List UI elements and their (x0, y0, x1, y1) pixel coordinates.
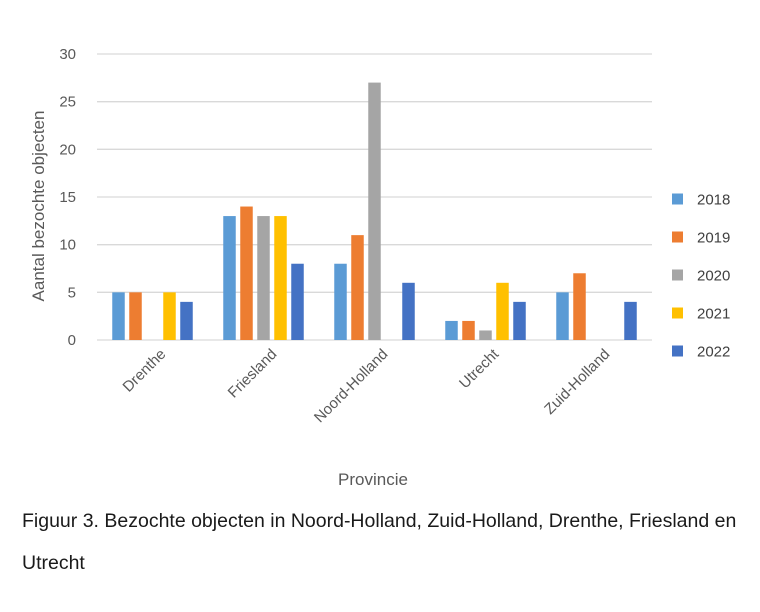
x-tick-label: Zuid-Holland (541, 346, 613, 418)
legend-label-2021: 2021 (697, 306, 730, 323)
bar-friesland-2021 (274, 216, 287, 340)
figure-caption: Figuur 3. Bezochte objecten in Noord-Hol… (22, 510, 737, 574)
x-tick-label: Friesland (225, 346, 281, 402)
bar-drenthe-2022 (180, 301, 193, 340)
y-tick-label: 10 (59, 237, 76, 254)
legend-label-2020: 2020 (697, 268, 730, 285)
bar-zuid-holland-2019 (573, 273, 586, 340)
y-tick-label: 15 (59, 189, 76, 206)
legend-swatch-2022 (672, 345, 683, 357)
bar-zuid-holland-2022 (624, 301, 637, 340)
bar-utrecht-2021 (496, 282, 509, 340)
x-tick-labels: Drenthe Friesland Noord-Holland Utrecht Zuid… (120, 345, 614, 426)
bars (112, 82, 637, 340)
legend-swatch-2018 (672, 193, 683, 205)
x-tick-label: Utrecht (456, 345, 503, 392)
x-tick-label: Drenthe (120, 346, 170, 396)
bar-utrecht-2018 (445, 320, 458, 340)
legend: 2018 2019 2020 2021 2022 (672, 192, 730, 361)
bar-drenthe-2019 (129, 292, 142, 340)
bar-zuid-holland-2018 (556, 292, 569, 340)
y-tick-label: 5 (68, 284, 76, 301)
x-axis-title: Provincie (338, 470, 408, 489)
legend-swatch-2021 (672, 307, 683, 319)
bar-utrecht-2022 (513, 301, 526, 340)
bar-drenthe-2018 (112, 292, 125, 340)
bar-noord-holland-2020 (368, 82, 381, 340)
legend-label-2018: 2018 (697, 192, 730, 209)
x-tick-label: Noord-Holland (311, 346, 391, 426)
bar-friesland-2019 (240, 206, 253, 340)
legend-label-2019: 2019 (697, 230, 730, 247)
legend-swatch-2020 (672, 269, 683, 281)
y-tick-labels: 0 5 10 15 20 25 30 (59, 46, 76, 349)
bar-utrecht-2020 (479, 330, 492, 340)
y-tick-label: 30 (59, 46, 76, 63)
legend-label-2022: 2022 (697, 344, 730, 361)
y-tick-label: 0 (68, 332, 76, 349)
bar-friesland-2018 (223, 216, 236, 340)
bar-friesland-2022 (291, 263, 304, 340)
bar-friesland-2020 (257, 216, 270, 340)
legend-swatch-2019 (672, 231, 683, 243)
y-axis-title: Aantal bezochte objecten (29, 111, 48, 302)
y-tick-label: 20 (59, 141, 76, 158)
bar-drenthe-2021 (163, 292, 176, 340)
bar-utrecht-2019 (462, 320, 475, 340)
y-tick-label: 25 (59, 94, 76, 111)
bar-noord-holland-2019 (351, 235, 364, 340)
bar-chart: 0 5 10 15 20 25 30 Drenthe Friesland Noord-Holla… (29, 46, 730, 489)
bar-noord-holland-2022 (402, 282, 415, 340)
bar-noord-holland-2018 (334, 263, 347, 340)
